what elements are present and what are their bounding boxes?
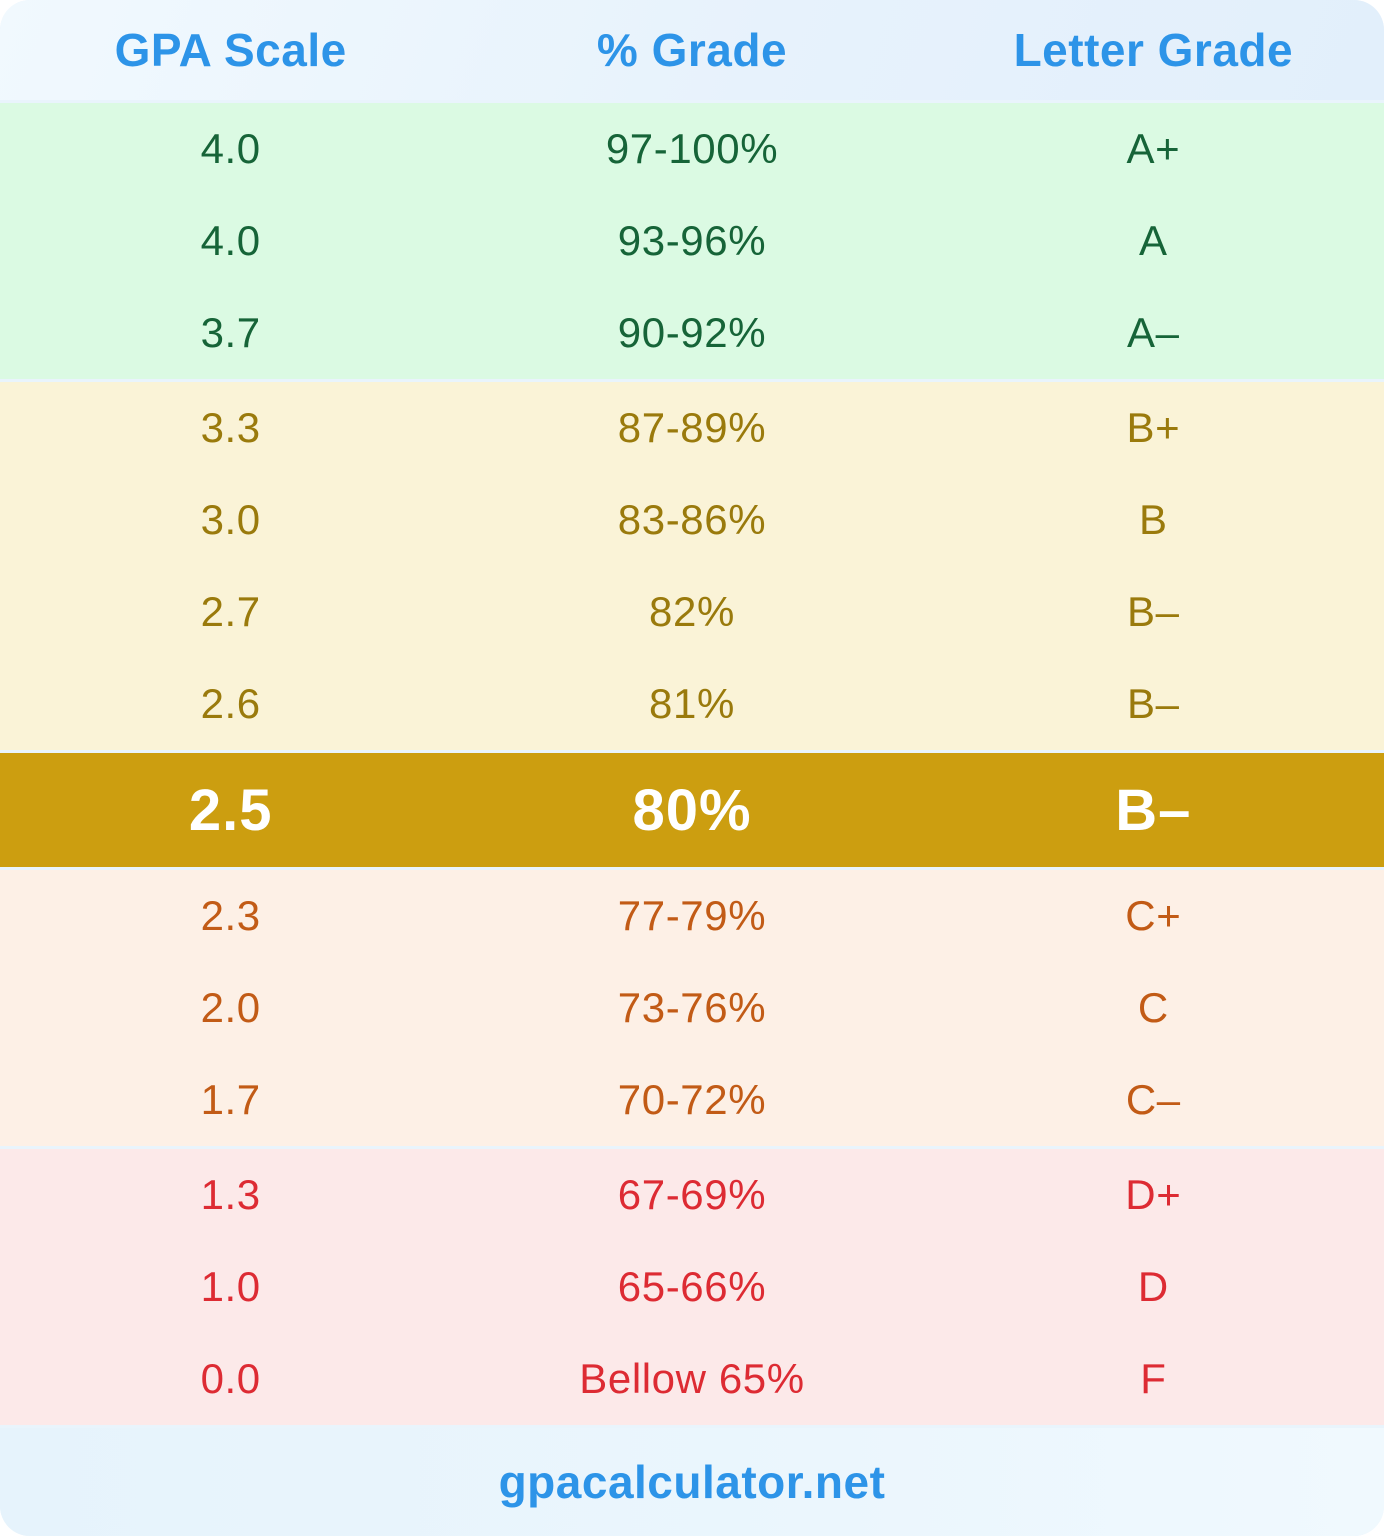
highlighted-table-row: 2.5 80% B– xyxy=(0,753,1384,867)
percent-cell: 90-92% xyxy=(617,309,767,356)
header-percent-grade: % Grade xyxy=(596,24,788,76)
gpa-cell: 1.7 xyxy=(200,1076,261,1123)
letter-cell: A+ xyxy=(1126,125,1181,172)
letter-cell: C+ xyxy=(1125,892,1182,939)
section-highlight-band: 2.5 80% B– xyxy=(0,753,1384,867)
gpa-cell: 2.5 xyxy=(188,777,273,843)
letter-cell: B– xyxy=(1127,588,1180,635)
table-row: 0.0 Bellow 65% F xyxy=(0,1333,1384,1425)
letter-cell: B– xyxy=(1127,680,1180,727)
gpa-cell: 4.0 xyxy=(200,217,261,264)
percent-cell: 97-100% xyxy=(605,125,779,172)
gpa-cell: 1.0 xyxy=(200,1263,261,1310)
percent-cell: 82% xyxy=(649,588,735,635)
table-row: 2.6 81% B– xyxy=(0,658,1384,750)
table-row: 2.0 73-76% C xyxy=(0,962,1384,1054)
letter-cell: A xyxy=(1139,217,1168,264)
table-row: 2.7 82% B– xyxy=(0,566,1384,658)
gpa-cell: 3.0 xyxy=(200,496,261,543)
percent-cell: 67-69% xyxy=(617,1171,767,1218)
table-row: 1.7 70-72% C– xyxy=(0,1054,1384,1146)
percent-cell: 65-66% xyxy=(617,1263,767,1310)
header-gpa-scale: GPA Scale xyxy=(114,24,347,76)
percent-cell: 81% xyxy=(649,680,735,727)
letter-cell: B+ xyxy=(1126,404,1181,451)
letter-cell: D xyxy=(1137,1263,1169,1310)
site-link[interactable]: gpacalculator.net xyxy=(498,1456,886,1508)
gpa-cell: 3.3 xyxy=(200,404,261,451)
header-letter-grade: Letter Grade xyxy=(1013,24,1294,76)
table-row: 3.3 87-89% B+ xyxy=(0,382,1384,474)
letter-cell: C– xyxy=(1125,1076,1181,1123)
gpa-cell: 2.0 xyxy=(200,984,261,1031)
table-row: 1.3 67-69% D+ xyxy=(0,1149,1384,1241)
letter-cell: C xyxy=(1137,984,1169,1031)
table-row: 4.0 93-96% A xyxy=(0,195,1384,287)
percent-cell: 73-76% xyxy=(617,984,767,1031)
letter-cell: B xyxy=(1139,496,1168,543)
percent-cell: Bellow 65% xyxy=(579,1355,805,1402)
gpa-cell: 1.3 xyxy=(200,1171,261,1218)
gpa-cell: 4.0 xyxy=(200,125,261,172)
gpa-cell: 2.3 xyxy=(200,892,261,939)
percent-cell: 87-89% xyxy=(617,404,767,451)
percent-cell: 77-79% xyxy=(617,892,767,939)
percent-cell: 80% xyxy=(632,777,752,843)
letter-cell: B– xyxy=(1115,777,1192,843)
section-c-band: 2.3 77-79% C+ 2.0 73-76% C 1.7 70-72% C– xyxy=(0,870,1384,1146)
table-row: 4.0 97-100% A+ xyxy=(0,103,1384,195)
letter-cell: A– xyxy=(1127,309,1180,356)
table-row: 3.0 83-86% B xyxy=(0,474,1384,566)
section-a-band: 4.0 97-100% A+ 4.0 93-96% A 3.7 90-92% A– xyxy=(0,103,1384,379)
letter-cell: D+ xyxy=(1125,1171,1182,1218)
table-row: 1.0 65-66% D xyxy=(0,1241,1384,1333)
letter-cell: F xyxy=(1140,1355,1167,1402)
gpa-cell: 2.6 xyxy=(200,680,261,727)
table-header: GPA Scale % Grade Letter Grade xyxy=(0,0,1384,100)
percent-cell: 70-72% xyxy=(617,1076,767,1123)
percent-cell: 83-86% xyxy=(617,496,767,543)
gpa-cell: 0.0 xyxy=(200,1355,261,1402)
percent-cell: 93-96% xyxy=(617,217,767,264)
gpa-cell: 3.7 xyxy=(200,309,261,356)
section-b-band: 3.3 87-89% B+ 3.0 83-86% B 2.7 82% B– 2.6 81% B– xyxy=(0,382,1384,750)
table-row: 3.7 90-92% A– xyxy=(0,287,1384,379)
gpa-cell: 2.7 xyxy=(200,588,261,635)
section-df-band: 1.3 67-69% D+ 1.0 65-66% D 0.0 Bellow 65% F xyxy=(0,1149,1384,1425)
table-row: 2.3 77-79% C+ xyxy=(0,870,1384,962)
site-footer: gpacalculator.net xyxy=(0,1428,1384,1536)
